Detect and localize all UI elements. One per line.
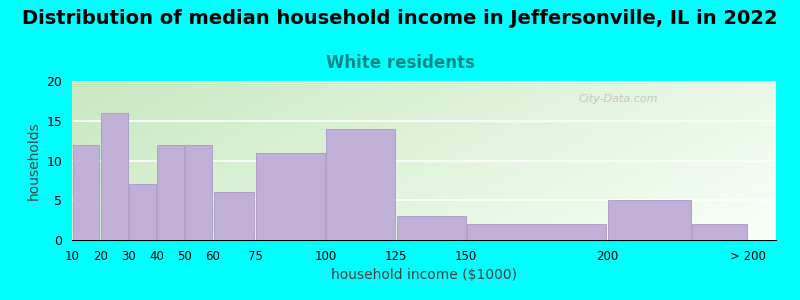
Bar (157, 145, 184, 240)
Bar (692, 224, 747, 240)
Text: City-Data.com: City-Data.com (579, 94, 658, 104)
Bar (73, 145, 99, 240)
Bar (608, 200, 691, 240)
Bar (256, 152, 325, 240)
X-axis label: household income ($1000): household income ($1000) (331, 268, 517, 282)
Bar (101, 113, 128, 240)
Bar (129, 184, 156, 240)
Bar (397, 216, 466, 240)
Text: White residents: White residents (326, 54, 474, 72)
Bar (326, 129, 395, 240)
Bar (186, 145, 212, 240)
Y-axis label: households: households (27, 121, 41, 200)
Bar (467, 224, 606, 240)
Bar (214, 192, 254, 240)
Text: Distribution of median household income in Jeffersonville, IL in 2022: Distribution of median household income … (22, 9, 778, 28)
